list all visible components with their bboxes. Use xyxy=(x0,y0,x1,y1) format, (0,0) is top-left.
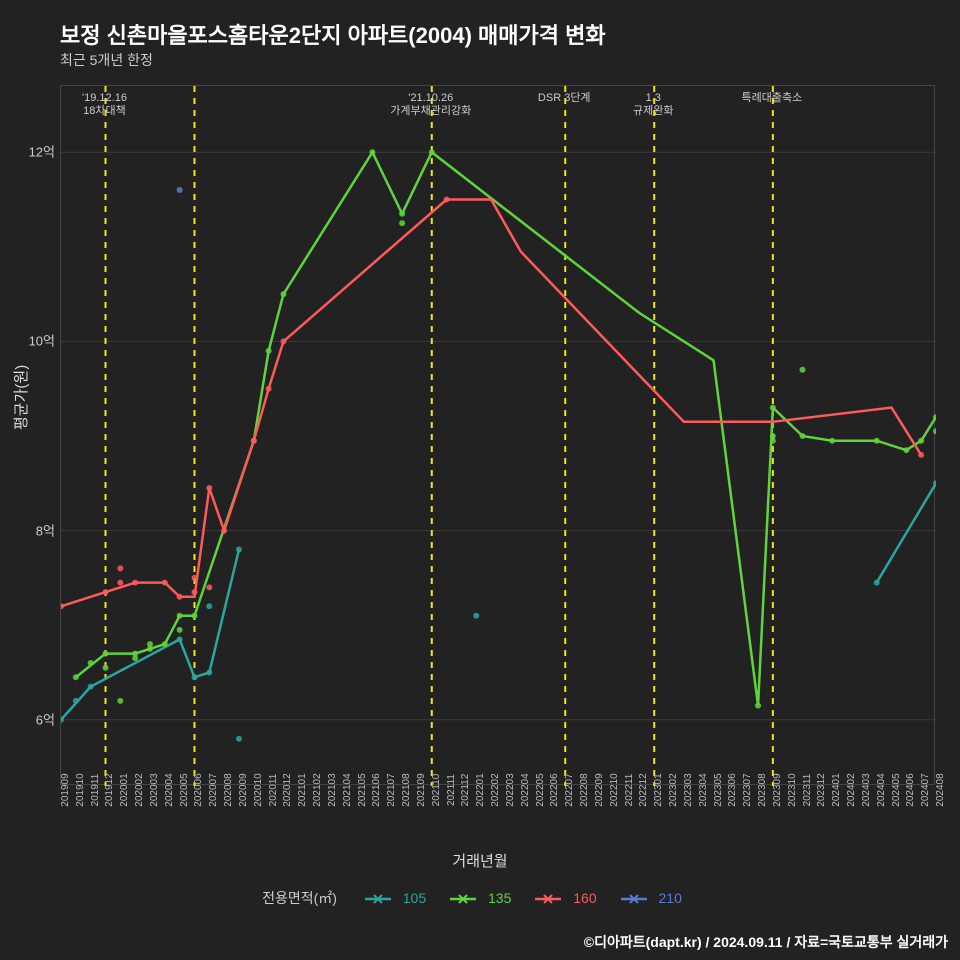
x-tick: 202101 xyxy=(297,773,308,806)
x-tick: 202108 xyxy=(401,773,412,806)
legend: 전용면적(㎡) 105 135 160 210 xyxy=(0,888,960,908)
x-tick: 202309 xyxy=(772,773,783,806)
x-tick: 202302 xyxy=(668,773,679,806)
x-tick: 202301 xyxy=(653,773,664,806)
x-tick: 202203 xyxy=(505,773,516,806)
x-tick: 202403 xyxy=(861,773,872,806)
chart-container: 보정 신촌마을포스홈타운2단지 아파트(2004) 매매가격 변화 최근 5개년… xyxy=(0,0,960,960)
x-tick: 202205 xyxy=(535,773,546,806)
y-tick: 8억 xyxy=(5,520,55,539)
x-tick: 202103 xyxy=(327,773,338,806)
x-tick: 202404 xyxy=(876,773,887,806)
x-tick: 202102 xyxy=(312,773,323,806)
x-tick: 202106 xyxy=(371,773,382,806)
x-tick: 202002 xyxy=(134,773,145,806)
x-tick: 202204 xyxy=(520,773,531,806)
plot-svg xyxy=(61,86,936,786)
legend-item: 135 xyxy=(450,890,519,906)
x-tick: 202210 xyxy=(609,773,620,806)
chart-subtitle: 최근 5개년 한정 xyxy=(60,50,153,70)
x-tick: 202303 xyxy=(683,773,694,806)
x-tick: 202209 xyxy=(594,773,605,806)
x-tick: 202011 xyxy=(268,774,279,807)
y-tick: 12억 xyxy=(5,142,55,161)
x-tick: 202005 xyxy=(179,773,190,806)
x-tick: 202112 xyxy=(460,774,471,807)
x-tick: 202110 xyxy=(431,774,442,807)
annotation-label: '19.12.1618차대책 xyxy=(82,92,127,118)
y-tick: 10억 xyxy=(5,331,55,350)
x-tick: 201909 xyxy=(60,773,71,806)
x-tick: 202206 xyxy=(549,773,560,806)
x-tick: 202312 xyxy=(816,773,827,806)
x-tick: 202306 xyxy=(727,773,738,806)
x-tick: 202307 xyxy=(742,773,753,806)
x-tick: 202402 xyxy=(846,773,857,806)
x-tick: 202004 xyxy=(164,773,175,806)
x-tick: 202007 xyxy=(208,773,219,806)
annotation-label: 1.3규제완화 xyxy=(633,92,673,118)
x-tick: 201911 xyxy=(90,774,101,807)
x-tick: 202111 xyxy=(446,774,457,806)
x-tick: 202305 xyxy=(713,773,724,806)
x-tick: 201912 xyxy=(104,773,115,806)
x-tick: 202212 xyxy=(638,773,649,806)
x-tick: 202012 xyxy=(282,773,293,806)
chart-title: 보정 신촌마을포스홈타운2단지 아파트(2004) 매매가격 변화 xyxy=(60,18,606,50)
x-tick: 202401 xyxy=(831,773,842,806)
x-tick: 202310 xyxy=(787,773,798,806)
x-tick: 202208 xyxy=(579,773,590,806)
x-tick: 202010 xyxy=(253,773,264,806)
annotation-label: DSR 3단계 xyxy=(538,92,591,105)
x-tick: 202003 xyxy=(149,773,160,806)
legend-title: 전용면적(㎡) xyxy=(262,890,337,906)
y-axis-label: 평균가(원) xyxy=(10,365,31,430)
x-tick: 202001 xyxy=(119,773,130,806)
legend-item: 160 xyxy=(535,890,604,906)
x-tick: 202104 xyxy=(342,773,353,806)
x-tick: 202408 xyxy=(935,773,946,806)
x-tick: 202008 xyxy=(223,773,234,806)
annotation-label: '21.10.26가계부채관리강화 xyxy=(390,92,471,118)
x-tick: 202105 xyxy=(357,773,368,806)
x-tick: 202009 xyxy=(238,773,249,806)
x-tick: 202201 xyxy=(475,773,486,806)
x-tick: 202406 xyxy=(905,773,916,806)
x-tick: 202107 xyxy=(386,773,397,806)
x-tick: 202407 xyxy=(920,773,931,806)
x-tick: 202207 xyxy=(564,773,575,806)
plot-area xyxy=(60,85,935,785)
x-tick: 202202 xyxy=(490,773,501,806)
credit-line: ©디아파트(dapt.kr) / 2024.09.11 / 자료=국토교통부 실… xyxy=(584,932,948,952)
annotation-label: 특례대출축소 xyxy=(741,92,802,105)
x-tick: 202211 xyxy=(624,774,635,807)
x-tick: 202311 xyxy=(802,774,813,807)
x-tick: 201910 xyxy=(75,773,86,806)
x-tick: 202006 xyxy=(193,773,204,806)
legend-item: 105 xyxy=(365,890,434,906)
y-tick: 6억 xyxy=(5,709,55,728)
legend-item: 210 xyxy=(621,890,690,906)
x-tick: 202405 xyxy=(891,773,902,806)
x-axis-label: 거래년월 xyxy=(0,850,960,871)
x-tick: 202308 xyxy=(757,773,768,806)
x-tick: 202109 xyxy=(416,773,427,806)
x-tick: 202304 xyxy=(698,773,709,806)
